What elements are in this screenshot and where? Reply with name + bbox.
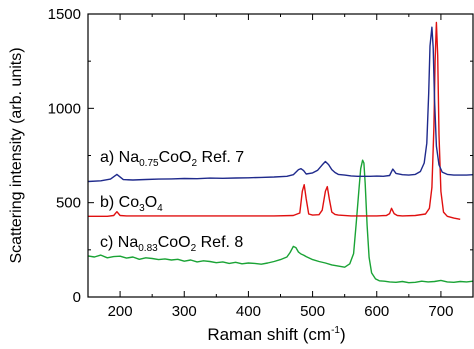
y-tick-label: 0 [73, 289, 81, 306]
x-tick-label: 200 [108, 303, 133, 320]
x-axis-label: Raman shift (cm-1) [207, 325, 345, 344]
series-line-3 [87, 159, 474, 284]
series-label-3: c) Na0.83CoO2 Ref. 8 [100, 234, 243, 254]
plot-frame [87, 13, 474, 298]
y-axis-label: Scattering intensity (arb. units) [8, 47, 25, 263]
y-tick-label: 500 [56, 195, 81, 212]
series-label-1: a) Na0.75CoO2 Ref. 7 [100, 149, 244, 169]
y-tick-label: 1000 [48, 100, 81, 117]
x-tick-label: 600 [364, 303, 389, 320]
x-tick-label: 700 [428, 303, 453, 320]
series-label-2: b) Co3O4 [100, 194, 163, 214]
y-tick-label: 1500 [48, 6, 81, 23]
x-tick-label: 300 [172, 303, 197, 320]
series-line-2 [88, 21, 461, 220]
x-tick-label: 500 [300, 303, 325, 320]
x-tick-label: 400 [236, 303, 261, 320]
series-line-1 [87, 26, 474, 183]
